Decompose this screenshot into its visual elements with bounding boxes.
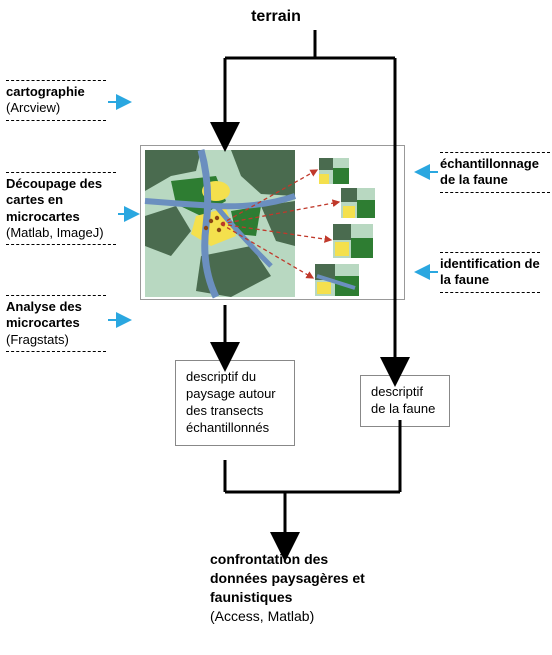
flow-arrows: [0, 0, 552, 655]
